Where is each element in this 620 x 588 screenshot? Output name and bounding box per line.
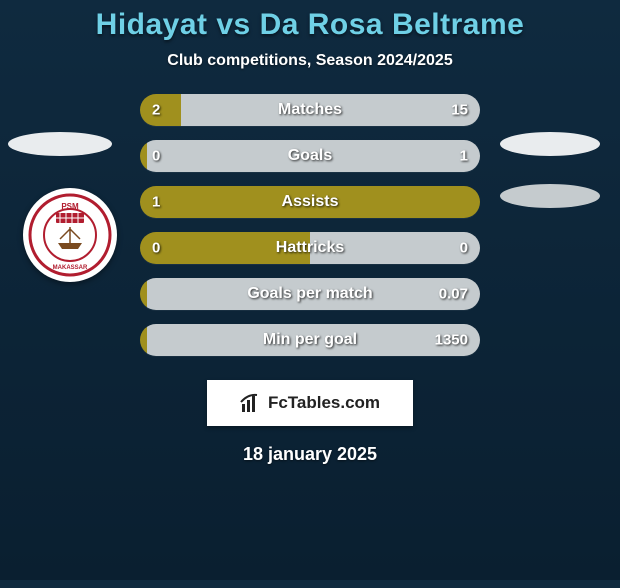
stats-container: Matches215Goals01Assists1Hattricks00Goal…: [140, 94, 480, 356]
brand-chart-icon: [240, 392, 262, 414]
stat-segment-left: [140, 94, 181, 126]
subtitle: Club competitions, Season 2024/2025: [0, 52, 620, 70]
stat-segment-left: [140, 140, 147, 172]
svg-text:MAKASSAR: MAKASSAR: [53, 265, 88, 271]
stat-label: Hattricks: [276, 239, 344, 257]
stat-value-left: 2: [152, 102, 160, 119]
stat-value-left: 1: [152, 194, 160, 211]
stat-bar: Assists 1: [140, 186, 480, 218]
stat-segment-left: [140, 278, 147, 310]
stat-value-right: 15: [451, 102, 468, 119]
stat-label: Matches: [278, 101, 342, 119]
stat-bar: Hattricks 0 0: [140, 232, 480, 264]
stat-bar: Min per goal 1350: [140, 324, 480, 356]
brand-text: FcTables.com: [268, 393, 380, 413]
stat-value-left: 0: [152, 148, 160, 165]
date-text: 18 january 2025: [0, 444, 620, 465]
page-title: Hidayat vs Da Rosa Beltrame: [0, 8, 620, 42]
decorative-lozenge: [8, 132, 112, 156]
stat-bar: Goals 0 1: [140, 140, 480, 172]
stat-bar: Matches 2 15: [140, 94, 480, 126]
team-badge-left: PSM MAKASSAR: [23, 188, 117, 282]
stat-label: Assists: [282, 193, 339, 211]
stat-value-right: 1: [460, 148, 468, 165]
psm-logo-icon: PSM MAKASSAR: [28, 193, 112, 277]
stat-value-right: 0.07: [439, 286, 468, 303]
decorative-lozenge: [500, 184, 600, 208]
decorative-lozenge: [500, 132, 600, 156]
stat-label: Goals: [288, 147, 332, 165]
stat-value-left: 0: [152, 240, 160, 257]
stat-value-right: 1350: [435, 332, 468, 349]
svg-text:PSM: PSM: [61, 202, 79, 211]
brand-box: FcTables.com: [207, 380, 413, 426]
stat-segment-left: [140, 324, 147, 356]
stat-label: Min per goal: [263, 331, 357, 349]
stat-bar: Goals per match 0.07: [140, 278, 480, 310]
stat-value-right: 0: [460, 240, 468, 257]
stat-label: Goals per match: [247, 285, 372, 303]
